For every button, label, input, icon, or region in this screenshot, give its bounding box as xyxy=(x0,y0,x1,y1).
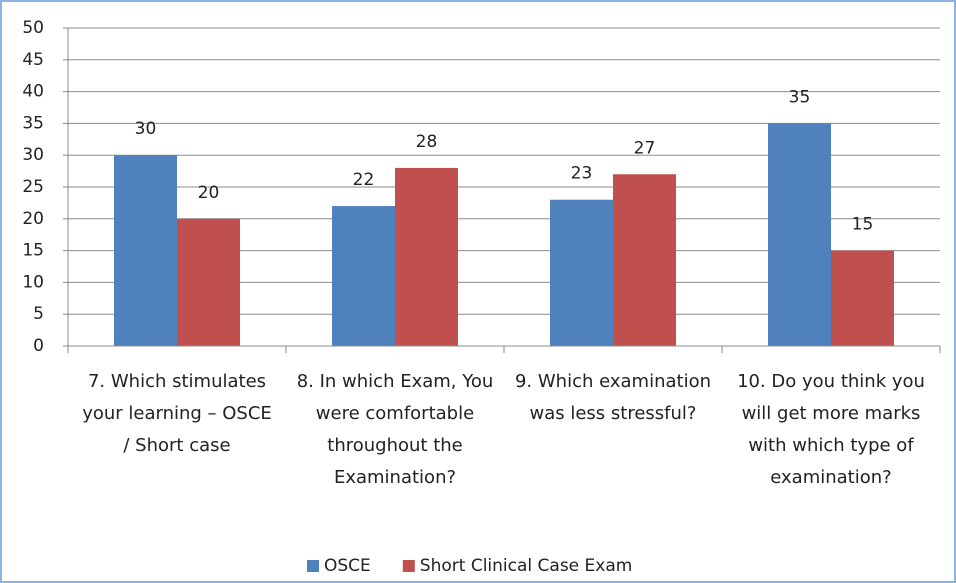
y-tick-label: 25 xyxy=(22,177,44,197)
bar xyxy=(768,123,831,347)
y-tick-label: 30 xyxy=(22,145,44,165)
y-tick-label: 45 xyxy=(22,50,44,70)
bar xyxy=(395,167,458,346)
y-tick-label: 35 xyxy=(22,113,44,133)
legend-label: OSCE xyxy=(324,556,371,576)
legend-swatch xyxy=(402,560,415,572)
x-tick-label: 8. In which Exam, You were comfortable t… xyxy=(296,371,494,488)
bar xyxy=(831,250,894,346)
bar xyxy=(332,206,395,346)
y-tick-label: 0 xyxy=(33,336,44,356)
y-tick-label: 10 xyxy=(22,272,44,292)
data-label: 15 xyxy=(852,215,874,235)
data-label: 27 xyxy=(634,138,656,158)
y-tick-label: 20 xyxy=(22,209,44,229)
data-label: 30 xyxy=(135,119,157,139)
y-tick-label: 50 xyxy=(22,18,44,38)
legend-swatch xyxy=(307,560,319,572)
bar xyxy=(550,199,613,346)
data-label: 22 xyxy=(353,170,375,190)
data-label: 20 xyxy=(198,183,220,203)
data-label: 28 xyxy=(416,132,438,152)
y-tick-label: 5 xyxy=(33,304,44,324)
legend-label: Short Clinical Case Exam xyxy=(420,556,633,576)
y-tick-label: 15 xyxy=(22,241,44,261)
bar xyxy=(613,174,676,346)
bar xyxy=(114,155,177,346)
y-tick-label: 40 xyxy=(22,82,44,102)
bar xyxy=(177,218,240,346)
x-tick-label: 10. Do you think you will get more marks… xyxy=(737,371,925,488)
data-label: 23 xyxy=(571,164,593,184)
data-label: 35 xyxy=(789,87,811,107)
x-tick-label: 7. Which stimulates your learning – OSCE… xyxy=(82,371,272,456)
x-tick-label: 9. Which examination was less stressful? xyxy=(514,371,712,424)
